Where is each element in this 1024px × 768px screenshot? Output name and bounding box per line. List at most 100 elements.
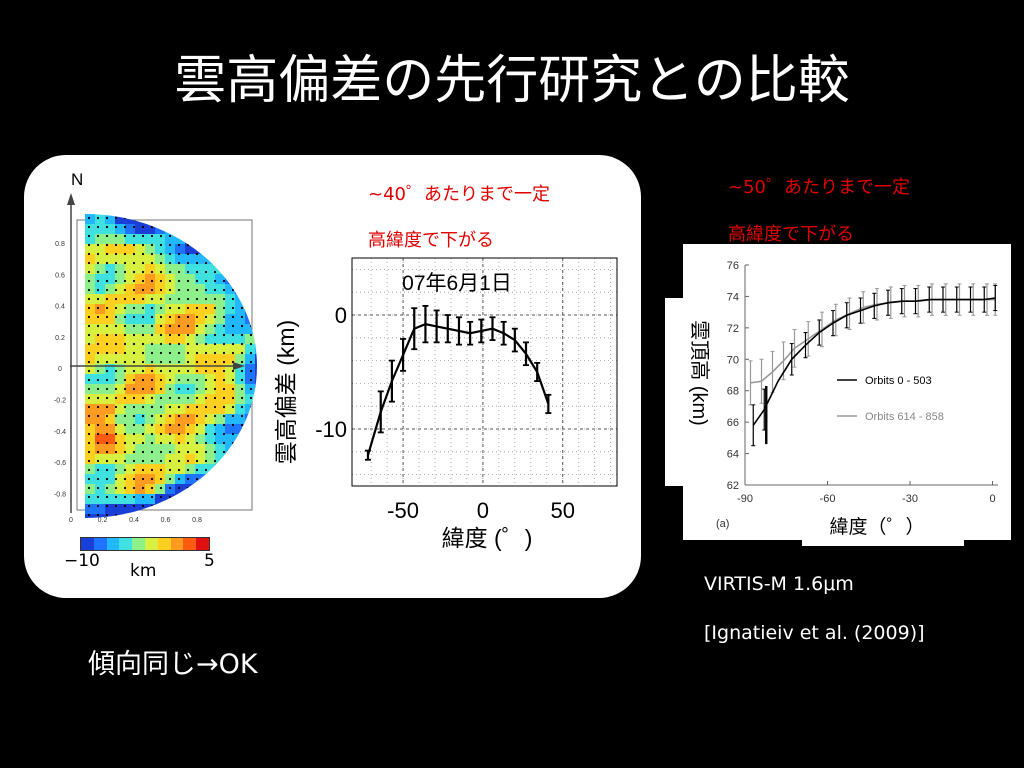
map-dot — [123, 405, 127, 409]
map-dot — [96, 423, 100, 427]
map-dot — [168, 270, 172, 274]
map-dot — [150, 378, 154, 382]
map-dot — [141, 387, 145, 391]
map-y-tick: 0.4 — [55, 304, 65, 311]
map-dot — [231, 513, 235, 517]
map-cell — [145, 374, 156, 385]
map-cell — [115, 274, 126, 285]
map-cell — [105, 344, 116, 355]
map-x-tick: 0.6 — [161, 517, 171, 524]
map-cell — [125, 474, 136, 485]
map-cell — [225, 254, 236, 265]
map-cell — [125, 214, 136, 225]
map-cell — [115, 284, 126, 295]
map-dot — [177, 387, 181, 391]
map-dot — [141, 297, 145, 301]
map-dot — [159, 288, 163, 292]
map-dot — [240, 405, 244, 409]
map-cell — [145, 504, 156, 515]
map-dot — [114, 351, 118, 355]
chart1-x-tick: -50 — [387, 498, 419, 523]
map-dot — [132, 234, 136, 238]
map-dot — [150, 252, 154, 256]
map-dot — [186, 495, 190, 499]
map-cell — [125, 374, 136, 385]
map-dot — [123, 477, 127, 481]
map-cell — [145, 444, 156, 455]
colorbar-swatch — [170, 538, 184, 550]
map-dot — [123, 333, 127, 337]
map-dot — [123, 414, 127, 418]
map-cell — [235, 314, 246, 325]
map-y-tick: -0.8 — [54, 491, 66, 498]
map-dot — [186, 486, 190, 490]
map-cell — [255, 214, 257, 225]
map-cell — [185, 404, 196, 415]
map-dot — [222, 288, 226, 292]
map-dot — [114, 279, 118, 283]
map-dot — [177, 324, 181, 328]
map-dot — [204, 324, 208, 328]
map-dot — [204, 387, 208, 391]
map-dot — [123, 225, 127, 229]
map-cell — [195, 434, 206, 445]
map-cell — [135, 354, 146, 365]
map-dot — [168, 486, 172, 490]
map-dot — [87, 477, 91, 481]
map-dot — [105, 441, 109, 445]
map-cell — [205, 344, 216, 355]
map-cell — [95, 504, 106, 515]
map-dot — [87, 468, 91, 472]
chart2-y-label: 雲頂高 (km) — [688, 320, 711, 426]
map-dot — [96, 216, 100, 220]
map-cell — [195, 364, 206, 375]
map-dot — [141, 459, 145, 463]
map-cell — [85, 344, 96, 355]
map-cell — [225, 344, 236, 355]
map-dot — [87, 270, 91, 274]
map-cell — [205, 244, 216, 255]
map-dot — [204, 477, 208, 481]
map-dot — [168, 261, 172, 265]
map-dot — [150, 405, 154, 409]
map-cell — [165, 404, 176, 415]
chart1-x-tick: 50 — [550, 498, 574, 523]
map-dot — [177, 279, 181, 283]
map-cell — [255, 374, 257, 385]
map-cell — [135, 214, 146, 225]
map-cell — [165, 224, 176, 235]
map-dot — [96, 333, 100, 337]
map-cell — [175, 274, 186, 285]
map-cell — [95, 214, 106, 225]
map-cell — [205, 474, 216, 485]
map-dot — [204, 252, 208, 256]
map-cell — [155, 404, 166, 415]
map-dot — [213, 423, 217, 427]
map-dot — [231, 423, 235, 427]
map-cell — [95, 294, 106, 305]
map-cell — [95, 464, 106, 475]
map-dot — [222, 252, 226, 256]
map-dot — [195, 333, 199, 337]
map-cell — [85, 464, 96, 475]
map-dot — [231, 396, 235, 400]
map-dot — [204, 504, 208, 508]
map-cell — [105, 404, 116, 415]
map-cell — [165, 394, 176, 405]
cloud-height-deviation-chart: 雲高偏差 (km) 緯度 (゜) 0 -10 -50 0 50 07年6月1日 — [273, 257, 618, 551]
map-dot — [195, 351, 199, 355]
virtis-cloud-top-chart: 雲頂高 (km) (a) 緯度（゜） 62 64 66 68 70 72 74 76 -90 -6… — [688, 260, 998, 538]
map-cell — [185, 364, 196, 375]
map-dot — [87, 450, 91, 454]
map-dot — [186, 504, 190, 508]
map-cell — [115, 444, 126, 455]
map-dot — [123, 441, 127, 445]
map-dot — [204, 423, 208, 427]
map-cell — [105, 264, 116, 275]
map-cell — [105, 394, 116, 405]
map-dot — [186, 423, 190, 427]
map-dot — [222, 396, 226, 400]
map-dot — [87, 396, 91, 400]
map-dot — [150, 369, 154, 373]
map-dot — [132, 477, 136, 481]
